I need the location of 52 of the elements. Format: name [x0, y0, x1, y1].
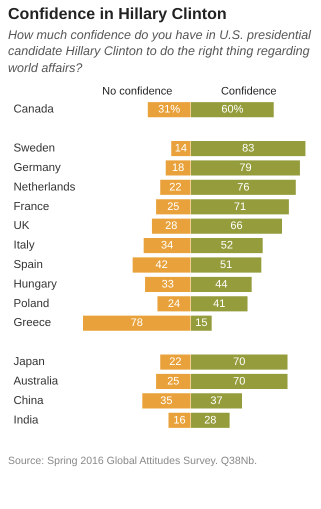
y-tick-label: China — [14, 394, 44, 407]
data-label: 83 — [242, 142, 254, 154]
y-tick-label: Canada — [14, 103, 54, 116]
y-tick-label: France — [14, 200, 50, 213]
data-label: 25 — [167, 375, 180, 388]
data-label: 28 — [204, 414, 216, 426]
y-tick-label: India — [14, 414, 40, 426]
data-label: 70 — [232, 356, 245, 368]
data-label: 79 — [238, 162, 252, 174]
y-tick-label: Italy — [14, 239, 35, 252]
data-label: 51 — [220, 258, 232, 271]
chart-subtitle: How much confidence do you have in U.S. presidential candidate Hillary Clinton to do the right thing regarding world affairs? — [8, 27, 312, 76]
y-tick-label: Hungary — [14, 278, 58, 290]
x-axis-title: No confidence — [102, 85, 172, 98]
y-tick-label: Greece — [14, 316, 52, 329]
data-label: 24 — [168, 298, 180, 310]
data-label: 34 — [160, 239, 174, 252]
y-tick-label: Sweden — [14, 142, 56, 154]
data-label: 15 — [194, 316, 207, 329]
y-tick-label: Poland — [14, 298, 50, 310]
x-axis-title: Confidence — [220, 85, 276, 98]
data-label: 22 — [169, 181, 182, 194]
y-tick-label: Japan — [14, 356, 45, 368]
y-tick-label: UK — [14, 220, 30, 232]
data-label: 14 — [174, 142, 188, 154]
chart-title: Confidence in Hillary Clinton — [8, 6, 228, 24]
data-label: 18 — [172, 162, 184, 174]
data-label: 42 — [155, 258, 168, 271]
bar — [160, 354, 191, 370]
data-label: 22 — [169, 356, 182, 368]
y-tick-label: Germany — [14, 162, 61, 174]
data-label: 35 — [160, 394, 173, 407]
data-label: 33 — [162, 278, 174, 290]
y-tick-label: Spain — [14, 258, 43, 271]
y-tick-label: Netherlands — [14, 181, 76, 194]
source-note: Source: Spring 2016 Global Attitudes Survey. Q38Nb. — [8, 454, 258, 467]
data-label: 78 — [130, 316, 143, 329]
data-label: 52 — [220, 239, 233, 252]
data-label: 41 — [212, 298, 225, 310]
data-label: 28 — [165, 220, 178, 232]
data-label: 70 — [232, 375, 245, 388]
data-label: 66 — [230, 220, 242, 232]
data-label: 31% — [158, 103, 180, 116]
data-label: 60% — [220, 103, 244, 116]
y-tick-label: Australia — [14, 375, 59, 388]
data-label: 71 — [233, 200, 246, 213]
bar — [160, 180, 191, 195]
data-label: 44 — [214, 278, 227, 290]
data-label: 37 — [210, 394, 222, 407]
data-label: 76 — [236, 181, 250, 194]
data-label: 16 — [173, 414, 186, 426]
data-label: 25 — [167, 200, 180, 213]
